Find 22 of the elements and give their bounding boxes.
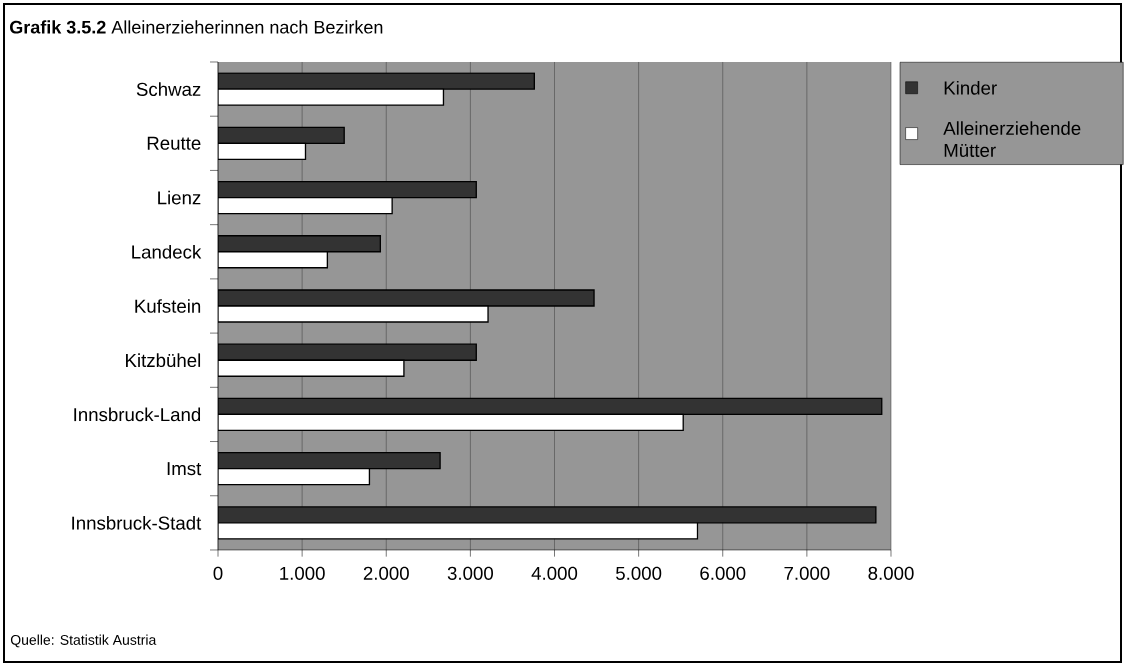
x-tick-label: 7.000 xyxy=(784,566,830,580)
x-tick-label: 4.000 xyxy=(531,566,578,580)
y-tick-label: Kitzbühel xyxy=(126,353,201,368)
x-tick-label: 3.000 xyxy=(447,566,494,580)
chart-title: Grafik 3.5.2 Alleinerzieherinnen nach Bezirken xyxy=(10,20,383,34)
y-tick-label: Innsbruck-Land xyxy=(74,407,201,422)
y-tick-label: Imst xyxy=(167,462,202,476)
y-tick-label: Reutte xyxy=(147,136,201,150)
x-tick-label: 8.000 xyxy=(868,566,914,580)
y-tick-label: Landeck xyxy=(132,244,202,259)
x-tick-label: 0 xyxy=(213,566,223,580)
x-tick-label: 6.000 xyxy=(700,566,746,580)
x-tick-label: 1.000 xyxy=(280,566,325,580)
x-tick-label: 5.000 xyxy=(616,566,662,580)
legend-label: Kinder xyxy=(944,80,997,95)
y-tick-label: Schwaz xyxy=(136,82,201,96)
y-tick-label: Lienz xyxy=(158,190,201,205)
legend-label: Alleinerziehende Mütter xyxy=(943,121,1081,157)
source-note: Quelle: Statistik Austria xyxy=(10,634,157,648)
y-tick-label: Kufstein xyxy=(135,299,201,313)
y-tick-label: Innsbruck-Stadt xyxy=(72,516,202,530)
x-tick-label: 2.000 xyxy=(363,566,409,580)
